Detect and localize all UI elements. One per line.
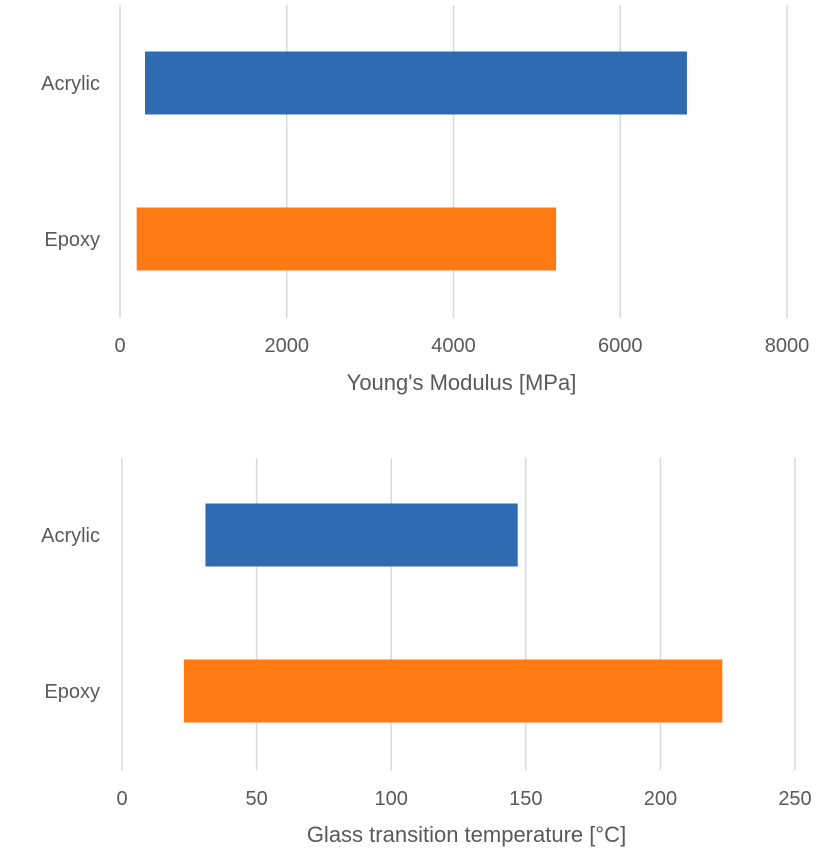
x-tick-label: 200 xyxy=(644,788,677,810)
x-tick-label: 6000 xyxy=(598,335,643,357)
y-category-label: Acrylic xyxy=(41,525,100,547)
x-tick-label: 50 xyxy=(245,788,267,810)
bar-acrylic xyxy=(205,503,518,567)
x-axis-title: Young's Modulus [MPa] xyxy=(347,370,577,395)
x-tick-label: 2000 xyxy=(265,335,310,357)
x-axis-title: Glass transition temperature [°C] xyxy=(307,822,626,847)
chart-1: 0 2000 4000 6000 8000 Acrylic Epoxy Young's Mod… xyxy=(41,5,809,395)
x-tick-label: 8000 xyxy=(765,335,810,357)
y-category-label: Acrylic xyxy=(41,73,100,95)
x-tick-label: 0 xyxy=(114,335,125,357)
x-tick-label: 100 xyxy=(375,788,408,810)
y-category-label: Epoxy xyxy=(44,229,100,251)
x-tick-label: 150 xyxy=(509,788,542,810)
bar-epoxy xyxy=(183,659,723,723)
y-category-label: Epoxy xyxy=(44,681,100,703)
x-tick-label: 4000 xyxy=(431,335,476,357)
bar-acrylic xyxy=(145,51,687,115)
chart-2: 0 50 100 150 200 250 Acrylic Epoxy Glass transit… xyxy=(41,458,812,847)
bar-epoxy xyxy=(136,207,557,271)
x-tick-label: 250 xyxy=(778,788,811,810)
x-tick-label: 0 xyxy=(116,788,127,810)
